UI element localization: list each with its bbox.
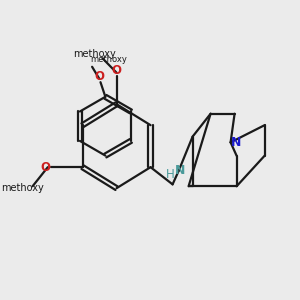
Text: O: O [95,70,105,83]
Text: N: N [175,164,185,177]
Text: O: O [40,161,50,174]
Text: H: H [166,168,175,181]
Text: N: N [230,136,241,149]
Text: methoxy: methoxy [73,49,116,59]
Text: O: O [112,64,122,77]
Text: methoxy: methoxy [2,183,44,193]
Text: methoxy: methoxy [90,55,127,64]
